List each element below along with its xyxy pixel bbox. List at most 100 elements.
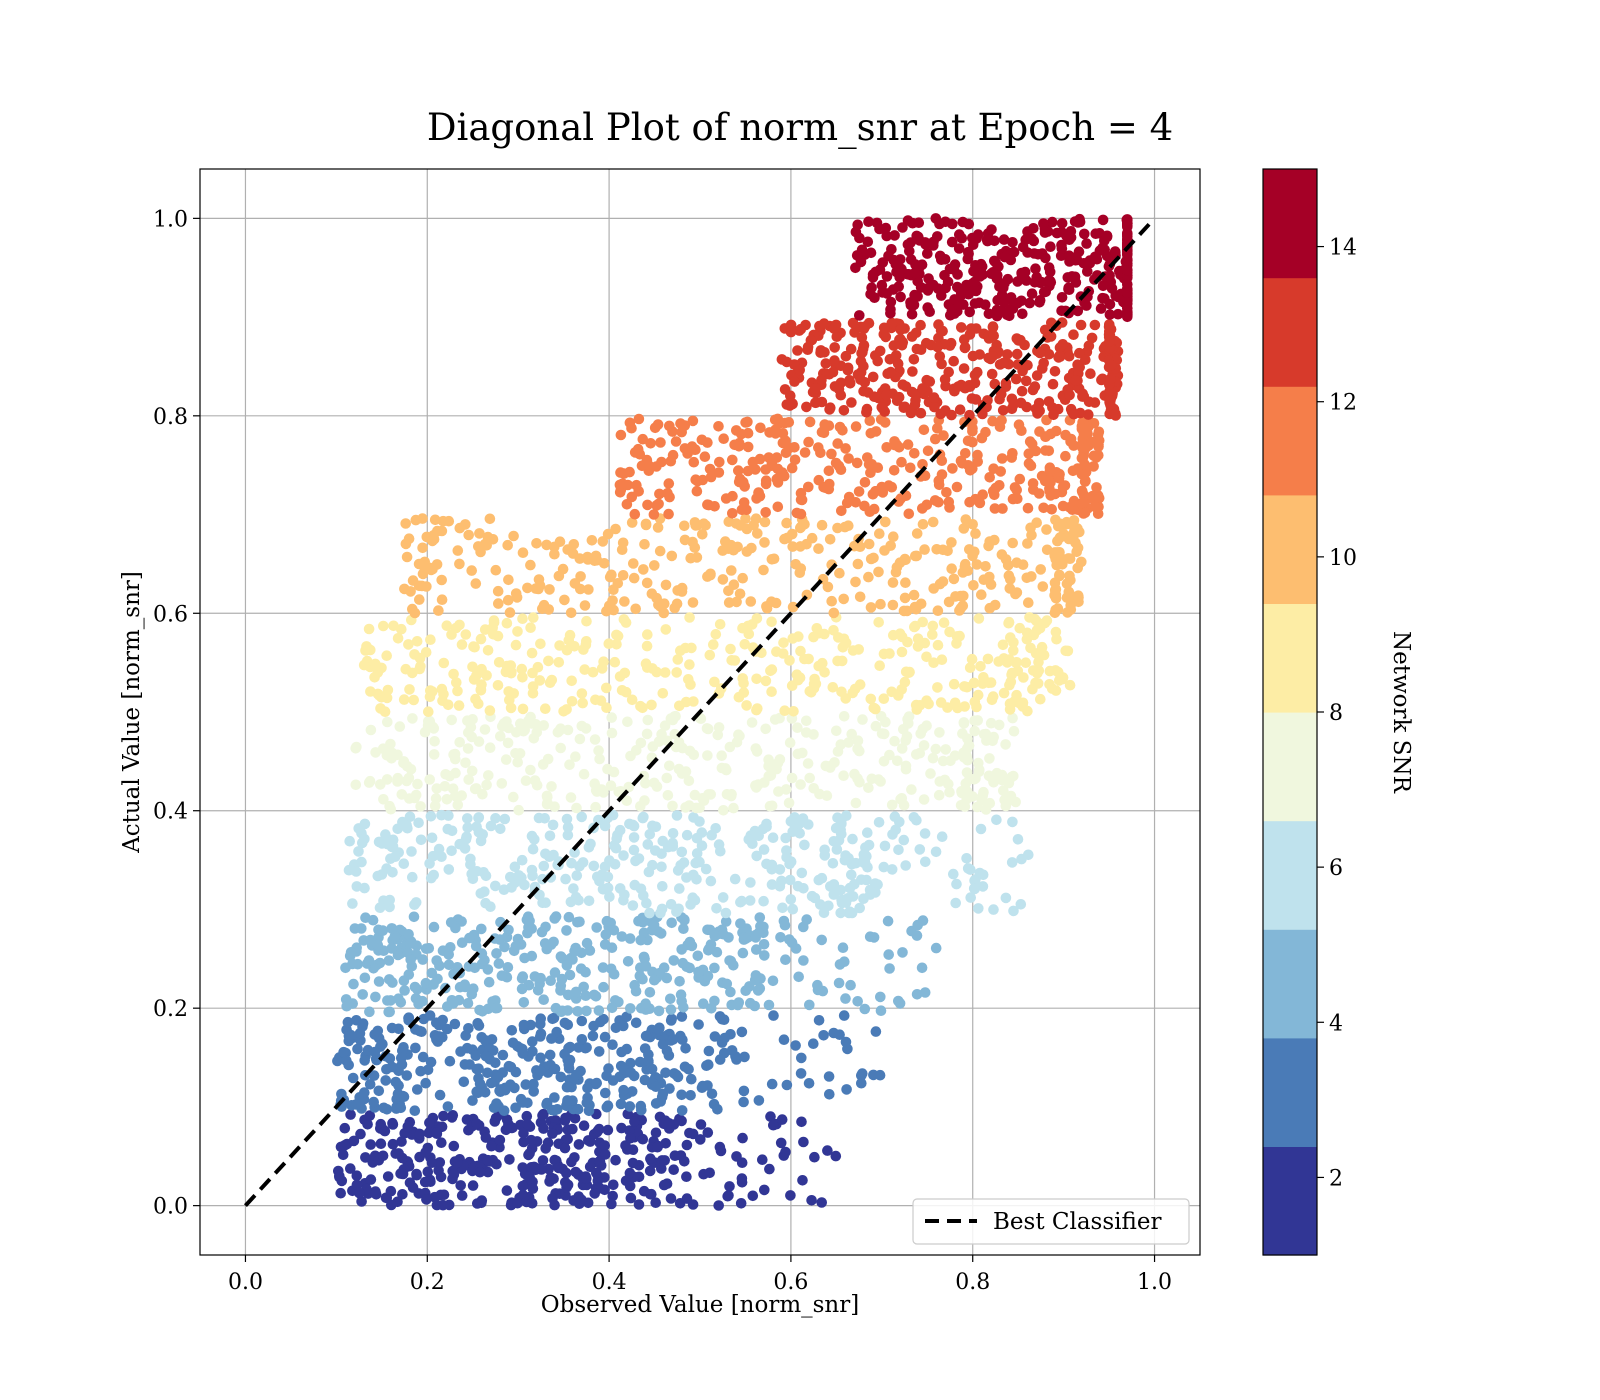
data-point [958,590,969,602]
data-point [988,904,999,915]
data-point [846,869,857,881]
data-point [830,1150,842,1162]
data-point [537,1155,549,1166]
data-point [876,402,888,413]
data-point [377,1150,389,1162]
data-point [1004,583,1016,594]
data-point [465,853,476,865]
data-point [946,409,957,421]
data-point [814,788,825,800]
data-point [729,873,741,885]
data-point [910,327,922,339]
data-point [424,858,435,869]
data-point [919,828,931,839]
data-point [1040,445,1051,456]
data-point [576,947,587,959]
data-point [1056,218,1068,229]
data-point [924,306,935,318]
data-point [830,822,842,834]
colorbar-segment [1263,820,1317,930]
data-point [758,939,770,950]
data-point [1003,616,1015,628]
data-point [475,546,486,558]
data-point [971,701,982,713]
data-point [990,482,1001,494]
data-point [709,995,720,1007]
data-point [599,861,611,873]
data-point [885,296,897,308]
data-point [963,248,974,259]
data-point [483,770,494,781]
data-point [787,633,798,644]
data-point [385,1185,397,1197]
data-point [449,1018,461,1030]
data-point [674,976,685,987]
data-point [616,931,628,942]
data-point [605,780,617,791]
data-point [768,1010,779,1021]
data-point [541,790,553,802]
data-point [987,267,999,278]
data-point [947,218,958,230]
data-point [373,836,385,848]
data-point [374,690,385,701]
data-point [365,934,376,946]
data-point [840,443,851,454]
data-point [700,863,712,875]
data-point [1052,603,1064,614]
data-point [846,397,857,408]
data-point [917,519,929,530]
data-point [493,598,504,609]
data-point [956,232,968,244]
legend: Best Classifier [912,1198,1190,1245]
data-point [381,650,393,661]
data-point [742,416,753,428]
data-point [1104,319,1115,330]
data-point [520,1079,532,1090]
data-point [939,374,951,385]
data-point [1026,571,1037,582]
data-point [689,517,701,528]
data-point [633,1199,645,1210]
data-point [863,839,875,851]
data-point [615,1098,627,1110]
data-point [394,721,406,732]
data-point [428,979,439,990]
data-point [851,250,863,261]
data-point [389,851,401,862]
data-point [642,499,653,511]
data-point [689,789,701,801]
data-point [996,305,1008,316]
data-point [822,1145,833,1156]
data-point [349,923,361,934]
data-point [985,579,997,590]
data-point [630,1017,642,1029]
data-point [763,999,775,1011]
data-point [759,950,770,961]
data-point [501,1185,513,1196]
data-point [429,514,441,526]
data-point [537,897,548,909]
data-point [563,911,575,923]
data-point [791,507,803,519]
data-point [570,751,581,762]
data-point [471,1086,483,1097]
data-point [859,1003,871,1015]
data-point [946,537,957,548]
data-point [760,464,771,475]
data-point [614,671,626,682]
data-point [517,672,528,683]
data-point [881,271,893,282]
colorbar-tick-label: 4 [1329,1011,1343,1036]
data-point [753,927,765,938]
data-point [713,722,725,733]
data-point [878,322,890,334]
data-point [650,1081,662,1092]
data-point [433,843,445,855]
data-point [927,516,939,528]
data-point [466,868,478,880]
data-point [720,536,731,547]
data-point [840,350,852,362]
data-point [689,894,701,906]
data-point [598,656,609,667]
